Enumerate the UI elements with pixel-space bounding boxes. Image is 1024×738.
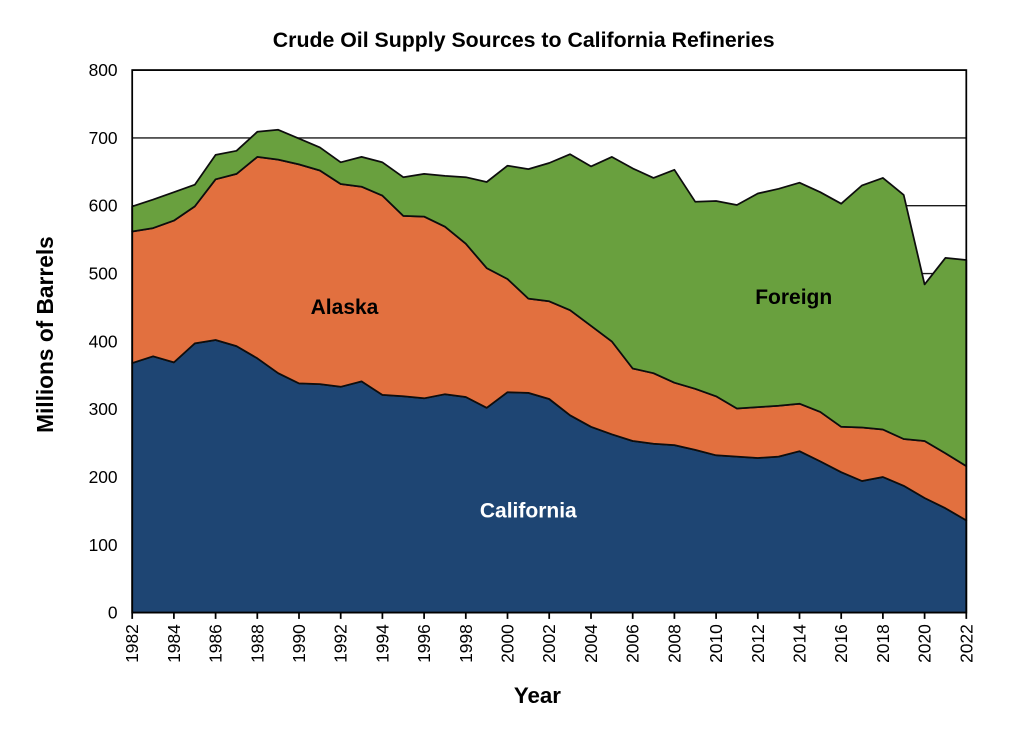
svg-text:2002: 2002	[539, 624, 559, 663]
svg-text:2010: 2010	[706, 624, 726, 663]
svg-text:1982: 1982	[122, 624, 142, 663]
svg-text:1996: 1996	[414, 624, 434, 663]
svg-text:2018: 2018	[873, 624, 893, 663]
svg-text:2006: 2006	[623, 624, 643, 663]
svg-text:100: 100	[89, 535, 118, 555]
svg-text:1984: 1984	[164, 624, 184, 663]
svg-text:Foreign: Foreign	[755, 286, 832, 309]
svg-text:1992: 1992	[331, 624, 351, 663]
svg-text:2020: 2020	[915, 624, 935, 663]
svg-text:2008: 2008	[664, 624, 684, 663]
svg-text:500: 500	[89, 264, 118, 284]
svg-text:700: 700	[89, 128, 118, 148]
svg-text:2022: 2022	[956, 624, 976, 663]
svg-text:1990: 1990	[289, 624, 309, 663]
svg-text:300: 300	[89, 399, 118, 419]
svg-text:0: 0	[108, 603, 118, 623]
svg-text:2016: 2016	[831, 624, 851, 663]
svg-text:400: 400	[89, 331, 118, 351]
svg-text:Year: Year	[514, 683, 561, 708]
svg-text:2014: 2014	[790, 624, 810, 663]
svg-text:California: California	[480, 499, 577, 522]
svg-text:600: 600	[89, 196, 118, 216]
svg-text:1986: 1986	[206, 624, 226, 663]
svg-text:2004: 2004	[581, 624, 601, 663]
svg-text:1994: 1994	[372, 624, 392, 663]
svg-text:800: 800	[89, 60, 118, 80]
svg-text:200: 200	[89, 467, 118, 487]
svg-text:Alaska: Alaska	[311, 296, 379, 319]
svg-text:2012: 2012	[748, 624, 768, 663]
svg-text:Millions of Barrels: Millions of Barrels	[32, 236, 58, 433]
svg-text:2000: 2000	[498, 624, 518, 663]
svg-text:1988: 1988	[247, 624, 267, 663]
svg-text:1998: 1998	[456, 624, 476, 663]
svg-text:Crude Oil Supply Sources to Ca: Crude Oil Supply Sources to California R…	[273, 28, 775, 52]
